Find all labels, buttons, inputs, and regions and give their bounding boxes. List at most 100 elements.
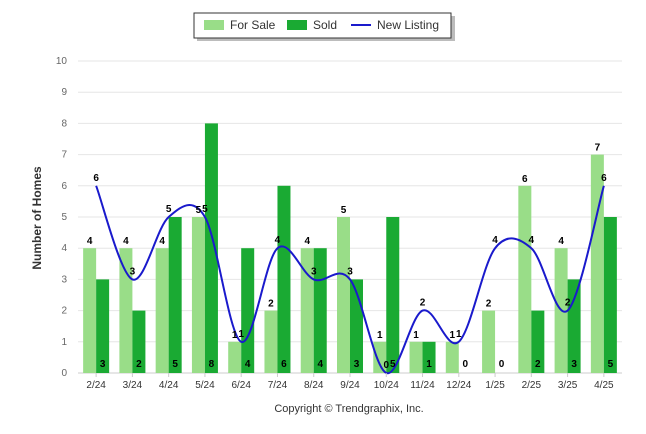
bar-sold[interactable] xyxy=(386,217,400,373)
y-tick-label: 2 xyxy=(61,306,67,317)
x-tick-label: 2/24 xyxy=(86,380,106,391)
label-new-listing: 6 xyxy=(93,173,99,184)
label-sold: 2 xyxy=(136,359,142,370)
y-tick-label: 10 xyxy=(56,56,68,67)
label-sold: 3 xyxy=(354,359,360,370)
bar-for-sale[interactable] xyxy=(191,217,205,373)
label-new-listing: 4 xyxy=(275,235,281,246)
label-sold: 0 xyxy=(463,359,469,370)
label-sold: 6 xyxy=(281,359,287,370)
label-for-sale: 7 xyxy=(595,143,601,154)
bar-sold[interactable] xyxy=(603,217,617,373)
label-sold: 3 xyxy=(100,359,106,370)
label-new-listing: 5 xyxy=(166,204,172,215)
label-new-listing: 5 xyxy=(202,204,208,215)
legend-swatch xyxy=(204,20,224,30)
label-for-sale: 4 xyxy=(558,236,564,247)
bar-for-sale[interactable] xyxy=(518,185,532,373)
new-listing-line-layer xyxy=(95,185,605,375)
copyright: Copyright © Trendgraphix, Inc. xyxy=(274,403,423,415)
label-new-listing: 1 xyxy=(238,329,244,340)
bar-sold[interactable] xyxy=(204,123,218,374)
x-tick-label: 11/24 xyxy=(410,380,435,391)
label-for-sale: 5 xyxy=(196,205,202,216)
y-tick-label: 9 xyxy=(61,87,67,98)
x-tick-label: 3/25 xyxy=(558,380,578,391)
legend-swatch xyxy=(287,20,307,30)
legend-label: For Sale xyxy=(230,18,276,32)
x-tick-label: 1/25 xyxy=(485,380,505,391)
label-for-sale: 5 xyxy=(341,205,347,216)
label-for-sale: 2 xyxy=(268,299,274,310)
label-new-listing: 4 xyxy=(529,235,535,246)
y-tick-label: 3 xyxy=(61,274,67,285)
label-new-listing: 2 xyxy=(565,298,571,309)
bar-for-sale[interactable] xyxy=(300,248,314,373)
bar-for-sale[interactable] xyxy=(119,248,133,373)
label-new-listing: 1 xyxy=(456,329,462,340)
label-for-sale: 1 xyxy=(450,330,456,341)
bar-for-sale[interactable] xyxy=(482,310,496,373)
bar-sold[interactable] xyxy=(132,310,146,373)
legend-label: Sold xyxy=(313,18,337,32)
y-tick-label: 8 xyxy=(61,118,67,129)
label-sold: 5 xyxy=(390,359,396,370)
bar-sold[interactable] xyxy=(277,185,291,373)
label-sold: 3 xyxy=(571,359,577,370)
bar-sold[interactable] xyxy=(168,217,182,373)
label-new-listing: 2 xyxy=(420,298,426,309)
bar-for-sale[interactable] xyxy=(373,341,387,373)
new-listing-line[interactable] xyxy=(95,185,605,375)
bar-sold[interactable] xyxy=(422,341,436,373)
x-tick-label: 10/24 xyxy=(374,380,399,391)
y-axis-title: Number of Homes xyxy=(30,166,44,270)
bar-for-sale[interactable] xyxy=(155,248,169,373)
bar-for-sale[interactable] xyxy=(337,217,350,373)
bar-sold[interactable] xyxy=(567,279,581,373)
label-sold: 1 xyxy=(426,359,432,370)
label-for-sale: 1 xyxy=(413,330,419,341)
bar-for-sale[interactable] xyxy=(590,154,604,373)
x-tick-label: 3/24 xyxy=(123,380,143,391)
label-for-sale: 6 xyxy=(522,174,528,185)
label-new-listing: 3 xyxy=(130,266,136,277)
bar-for-sale[interactable] xyxy=(264,310,278,373)
bars xyxy=(83,123,617,374)
x-tick-label: 5/24 xyxy=(195,380,215,391)
bar-for-sale[interactable] xyxy=(228,341,242,373)
y-axis: 0 1 2 3 4 5 6 7 8 9 10 xyxy=(56,56,68,379)
legend-item-new-listing[interactable]: New Listing xyxy=(351,18,439,32)
bar-sold[interactable] xyxy=(241,248,255,373)
bar-sold[interactable] xyxy=(96,279,110,373)
legend-label: New Listing xyxy=(377,18,439,32)
bar-for-sale[interactable] xyxy=(445,341,459,373)
label-sold: 2 xyxy=(535,359,541,370)
label-sold: 4 xyxy=(317,359,323,370)
y-tick-label: 0 xyxy=(61,368,67,379)
label-new-listing: 4 xyxy=(492,235,498,246)
legend[interactable]: For Sale Sold New Listing xyxy=(193,12,455,41)
y-tick-label: 6 xyxy=(61,181,67,192)
label-for-sale: 1 xyxy=(377,330,383,341)
y-tick-label: 7 xyxy=(61,150,67,161)
x-tick-label: 9/24 xyxy=(340,380,360,391)
label-for-sale: 2 xyxy=(486,299,492,310)
label-for-sale: 4 xyxy=(87,236,93,247)
label-sold: 8 xyxy=(209,359,215,370)
label-new-listing: 3 xyxy=(347,266,353,277)
label-sold: 4 xyxy=(245,359,251,370)
label-sold: 0 xyxy=(499,359,505,370)
label-sold: 5 xyxy=(172,359,178,370)
bar-sold[interactable] xyxy=(531,310,545,373)
legend-item-for-sale[interactable]: For Sale xyxy=(204,18,276,32)
x-tick-label: 8/24 xyxy=(304,380,324,391)
label-for-sale: 4 xyxy=(159,236,165,247)
y-tick-label: 5 xyxy=(61,212,67,223)
bar-for-sale[interactable] xyxy=(409,341,423,373)
label-new-listing: 0 xyxy=(383,360,389,371)
x-tick-label: 12/24 xyxy=(446,380,471,391)
bar-for-sale[interactable] xyxy=(83,248,97,373)
legend-item-sold[interactable]: Sold xyxy=(287,18,337,32)
